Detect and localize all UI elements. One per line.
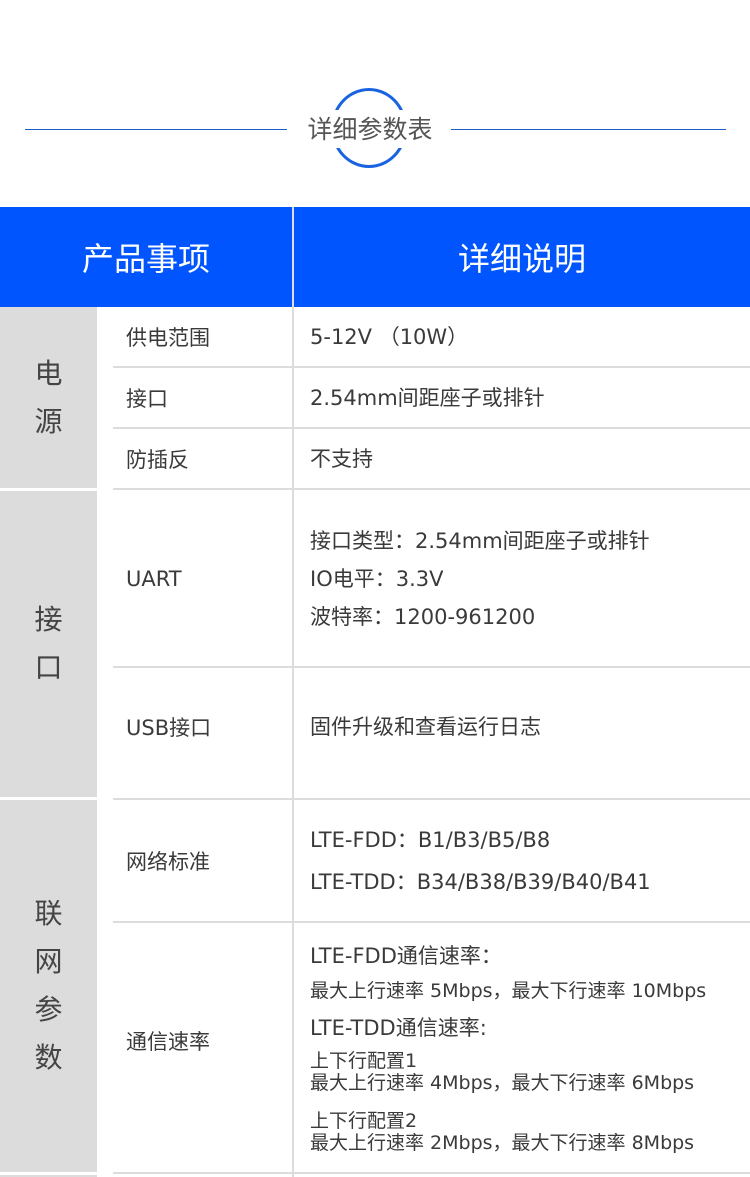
category-interface: 接口 [0,491,97,797]
item-desc: LTE-FDD：B1/B3/B5/B8 LTE-TDD：B34/B38/B39/… [310,827,651,894]
column-divider [292,207,294,1177]
item-label: USB接口 [126,716,212,740]
item-desc: 接口类型：2.54mm间距座子或排针 IO电平：3.3V 波特率：1200-96… [310,528,650,629]
header-detail: 详细说明 [294,207,750,307]
item-label: 供电范围 [126,326,210,350]
item-label: 接口 [126,387,168,411]
item-label: 通信速率 [126,1030,210,1054]
category-network: 联网参数 [0,800,97,1172]
item-label: UART [126,566,182,591]
title-rule-left [25,129,287,130]
item-desc: LTE-FDD通信速率： 最大上行速率 5Mbps，最大下行速率 10Mbps … [310,944,707,1154]
section-title: 详细参数表 [307,115,433,144]
item-desc: 2.54mm间距座子或排针 [310,386,545,410]
item-desc: 5-12V （10W） [310,325,469,349]
title-rule-right [451,129,726,130]
category-power: 电源 [0,307,97,488]
item-desc: 固件升级和查看运行日志 [310,715,541,739]
item-desc: 不支持 [310,447,373,471]
item-label: 网络标准 [126,849,210,874]
item-label: 防插反 [126,448,189,472]
header-product-item: 产品事项 [0,207,292,307]
